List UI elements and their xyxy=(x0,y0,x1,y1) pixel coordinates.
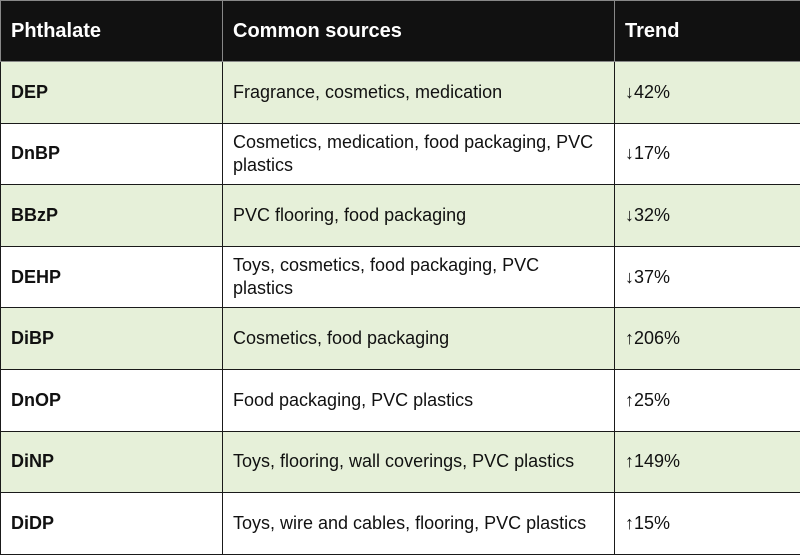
table-row: DiBP Cosmetics, food packaging ↑206% xyxy=(1,308,800,370)
sources-cell: Toys, cosmetics, food packaging, PVC pla… xyxy=(223,246,615,308)
phthalate-cell: DiDP xyxy=(1,493,223,555)
column-header-common-sources: Common sources xyxy=(223,1,615,62)
column-header-trend: Trend xyxy=(615,1,800,62)
phthalate-cell: DEP xyxy=(1,62,223,124)
table-row: BBzP PVC flooring, food packaging ↓32% xyxy=(1,185,800,247)
column-header-phthalate: Phthalate xyxy=(1,1,223,62)
phthalate-cell: DEHP xyxy=(1,246,223,308)
phthalate-cell: DiBP xyxy=(1,308,223,370)
trend-cell: ↓32% xyxy=(615,185,800,247)
sources-cell: PVC flooring, food packaging xyxy=(223,185,615,247)
sources-cell: Fragrance, cosmetics, medication xyxy=(223,62,615,124)
trend-cell: ↓37% xyxy=(615,246,800,308)
table-row: DiDP Toys, wire and cables, flooring, PV… xyxy=(1,493,800,555)
trend-cell: ↑15% xyxy=(615,493,800,555)
sources-cell: Cosmetics, medication, food packaging, P… xyxy=(223,123,615,185)
trend-cell: ↑25% xyxy=(615,369,800,431)
table-row: DEP Fragrance, cosmetics, medication ↓42… xyxy=(1,62,800,124)
trend-cell: ↑149% xyxy=(615,431,800,493)
table-row: DnOP Food packaging, PVC plastics ↑25% xyxy=(1,369,800,431)
table-row: DnBP Cosmetics, medication, food packagi… xyxy=(1,123,800,185)
header-row: Phthalate Common sources Trend xyxy=(1,1,800,62)
table-row: DiNP Toys, flooring, wall coverings, PVC… xyxy=(1,431,800,493)
phthalate-cell: BBzP xyxy=(1,185,223,247)
sources-cell: Toys, flooring, wall coverings, PVC plas… xyxy=(223,431,615,493)
phthalate-cell: DiNP xyxy=(1,431,223,493)
sources-cell: Cosmetics, food packaging xyxy=(223,308,615,370)
phthalate-cell: DnBP xyxy=(1,123,223,185)
trend-cell: ↓17% xyxy=(615,123,800,185)
sources-cell: Food packaging, PVC plastics xyxy=(223,369,615,431)
trend-cell: ↑206% xyxy=(615,308,800,370)
table-row: DEHP Toys, cosmetics, food packaging, PV… xyxy=(1,246,800,308)
trend-cell: ↓42% xyxy=(615,62,800,124)
sources-cell: Toys, wire and cables, flooring, PVC pla… xyxy=(223,493,615,555)
phthalate-cell: DnOP xyxy=(1,369,223,431)
